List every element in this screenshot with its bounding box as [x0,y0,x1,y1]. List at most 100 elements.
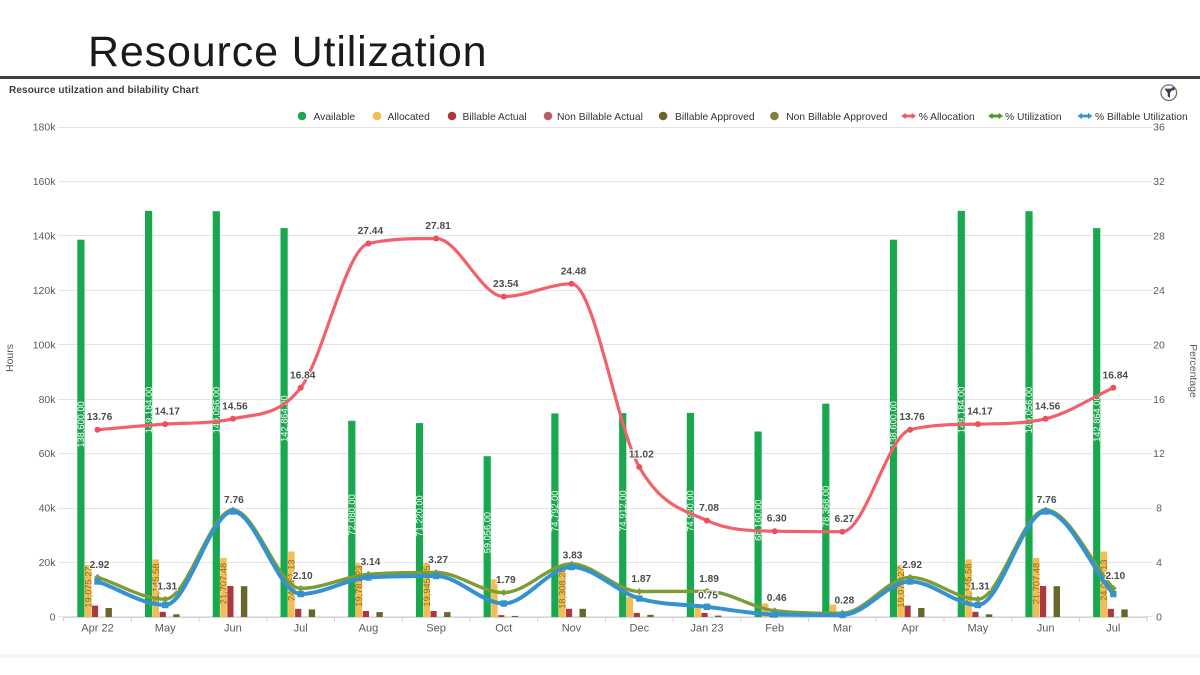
svg-text:Dec: Dec [630,623,650,635]
svg-text:2.92: 2.92 [90,560,110,571]
svg-text:24,061.13: 24,061.13 [287,560,297,601]
svg-text:28: 28 [1153,231,1165,243]
svg-text:13.76: 13.76 [87,412,113,423]
svg-text:0.28: 0.28 [834,596,854,607]
svg-text:78,368.00: 78,368.00 [821,486,831,527]
svg-text:27.44: 27.44 [358,226,384,237]
svg-text:% Allocation: % Allocation [919,112,975,123]
svg-text:71,220.00: 71,220.00 [415,495,425,536]
svg-text:21,707.48: 21,707.48 [1031,563,1041,604]
svg-text:14.56: 14.56 [1035,401,1061,412]
svg-text:Jun: Jun [1037,623,1055,635]
svg-text:0: 0 [50,612,56,624]
svg-text:140k: 140k [33,231,57,243]
svg-text:68,160.00: 68,160.00 [753,500,763,541]
svg-text:Jun: Jun [224,623,242,635]
svg-text:27.81: 27.81 [425,221,451,232]
svg-text:Feb: Feb [765,623,784,635]
svg-text:120k: 120k [33,285,57,297]
svg-text:20k: 20k [39,557,57,569]
svg-text:74,912.00: 74,912.00 [618,490,628,531]
svg-text:59,056.00: 59,056.00 [482,512,492,553]
svg-text:Non Billable Actual: Non Billable Actual [557,112,643,123]
svg-text:12: 12 [1153,448,1165,460]
svg-text:180k: 180k [33,122,57,134]
svg-text:149,056.00: 149,056.00 [1024,387,1034,434]
svg-text:1.79: 1.79 [496,575,516,586]
svg-text:2.92: 2.92 [902,560,922,571]
svg-text:36: 36 [1153,122,1165,134]
svg-text:21,707.48: 21,707.48 [219,563,229,604]
svg-text:6.30: 6.30 [767,514,787,525]
svg-text:2.10: 2.10 [293,571,313,582]
svg-text:138,600.00: 138,600.00 [889,401,899,448]
svg-text:6.27: 6.27 [834,514,854,525]
svg-text:80k: 80k [39,394,57,406]
svg-text:Percentage: Percentage [1187,344,1199,398]
svg-text:40k: 40k [39,503,57,515]
svg-text:Billable Actual: Billable Actual [463,112,527,123]
svg-text:18,308.20: 18,308.20 [557,567,567,608]
svg-text:100k: 100k [33,339,57,351]
svg-text:14.56: 14.56 [222,401,248,412]
svg-text:21,145.58: 21,145.58 [964,564,974,605]
svg-text:1.31: 1.31 [970,582,990,593]
svg-text:142,864.00: 142,864.00 [1092,395,1102,442]
svg-text:11.02: 11.02 [629,450,654,461]
svg-text:Sep: Sep [426,623,446,635]
svg-text:Billable Approved: Billable Approved [675,112,755,123]
svg-text:May: May [968,623,989,635]
svg-text:Available: Available [314,112,356,123]
svg-text:149,184.00: 149,184.00 [144,387,154,434]
svg-text:3.83: 3.83 [563,551,583,562]
svg-text:Oct: Oct [495,623,512,635]
svg-text:32: 32 [1153,176,1165,188]
svg-text:74,980.00: 74,980.00 [686,490,696,531]
svg-text:23.54: 23.54 [493,279,519,290]
svg-text:% Utilization: % Utilization [1005,112,1062,123]
svg-text:149,056.00: 149,056.00 [212,387,222,434]
svg-text:2.10: 2.10 [1105,571,1125,582]
svg-text:Jul: Jul [1106,623,1120,635]
svg-text:24: 24 [1153,285,1165,297]
svg-text:1.89: 1.89 [699,574,719,585]
svg-text:Aug: Aug [359,623,379,635]
svg-text:142,864.00: 142,864.00 [279,395,289,442]
svg-text:19,945.05: 19,945.05 [422,565,432,606]
svg-text:0: 0 [1156,612,1162,624]
svg-text:74,792.00: 74,792.00 [550,491,560,532]
svg-text:0.46: 0.46 [767,593,787,604]
svg-text:Non Billable Approved: Non Billable Approved [786,112,888,123]
svg-text:Apr 22: Apr 22 [81,623,113,635]
svg-text:Jan 23: Jan 23 [690,623,723,635]
svg-text:14.17: 14.17 [154,407,180,418]
svg-text:7.76: 7.76 [224,495,244,506]
svg-text:138,600.00: 138,600.00 [76,401,86,448]
svg-text:8: 8 [1156,503,1162,515]
svg-text:0.75: 0.75 [698,590,718,601]
svg-text:16.84: 16.84 [290,370,316,381]
svg-text:20: 20 [1153,339,1165,351]
svg-text:4: 4 [1156,557,1162,569]
svg-text:1.87: 1.87 [631,574,651,585]
svg-text:3.27: 3.27 [428,555,448,566]
svg-text:May: May [155,623,176,635]
svg-text:Nov: Nov [562,623,582,635]
svg-text:3.14: 3.14 [360,557,380,568]
svg-text:160k: 160k [33,176,57,188]
svg-text:24.48: 24.48 [561,266,587,277]
svg-text:21,145.58: 21,145.58 [151,564,161,605]
svg-text:% Billable Utilization: % Billable Utilization [1095,112,1188,123]
svg-text:Mar: Mar [833,623,852,635]
svg-text:60k: 60k [39,448,57,460]
svg-text:16.84: 16.84 [1103,370,1129,381]
svg-text:Allocated: Allocated [388,112,431,123]
svg-text:16: 16 [1153,394,1165,406]
svg-text:14.17: 14.17 [967,407,993,418]
svg-text:149,184.00: 149,184.00 [957,387,967,434]
svg-text:1.31: 1.31 [157,582,177,593]
svg-text:19,781.23: 19,781.23 [354,565,364,606]
svg-text:19,075.27: 19,075.27 [83,566,93,607]
svg-text:72,080.00: 72,080.00 [347,494,357,535]
svg-text:13.76: 13.76 [899,412,925,423]
